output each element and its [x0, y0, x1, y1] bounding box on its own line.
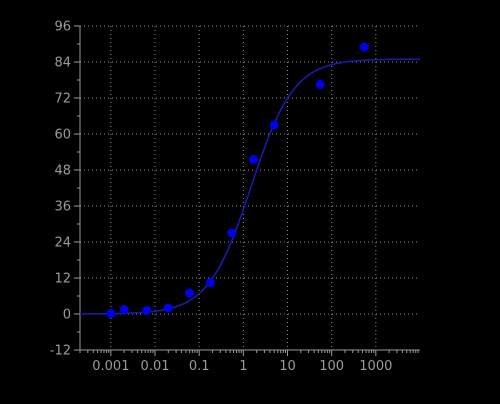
data-point — [142, 305, 152, 315]
data-point — [163, 303, 173, 313]
y-tick-label: 48 — [54, 164, 71, 179]
y-tick-label: 84 — [54, 56, 71, 71]
x-tick-label: 0.1 — [189, 359, 210, 374]
axis-layer: 0.001 0.01 0.1 1 10 100 1000 -12 0 12 24 36 48 60 72 84… — [50, 20, 420, 374]
x-tick-label: 1000 — [359, 359, 392, 374]
y-tick-label: 96 — [54, 20, 71, 35]
data-point — [119, 305, 129, 314]
x-tick-label: 0.001 — [92, 359, 129, 374]
fit-curve — [79, 58, 421, 315]
y-tick-label: 72 — [54, 92, 71, 107]
data-point — [227, 228, 237, 238]
x-tick-label: 0.01 — [141, 359, 170, 374]
grid-layer — [80, 25, 420, 350]
data-point — [249, 155, 259, 164]
y-tick-label: 0 — [63, 308, 71, 323]
y-tick-label: -12 — [50, 344, 71, 359]
data-point — [106, 308, 116, 318]
y-tick-label: 12 — [54, 272, 71, 287]
x-tick-label: 1 — [239, 359, 247, 374]
x-tick-label: 100 — [319, 359, 344, 374]
y-tick-label: 24 — [54, 236, 71, 251]
point-layer — [106, 42, 369, 318]
x-tick-label: 10 — [279, 359, 296, 374]
y-tick-label: 36 — [54, 200, 71, 215]
data-point — [184, 288, 194, 298]
data-point — [315, 80, 325, 89]
data-point — [269, 120, 279, 130]
data-point — [205, 278, 215, 287]
y-tick-label: 60 — [54, 128, 71, 143]
curve-layer — [79, 58, 421, 315]
data-point — [359, 42, 369, 52]
